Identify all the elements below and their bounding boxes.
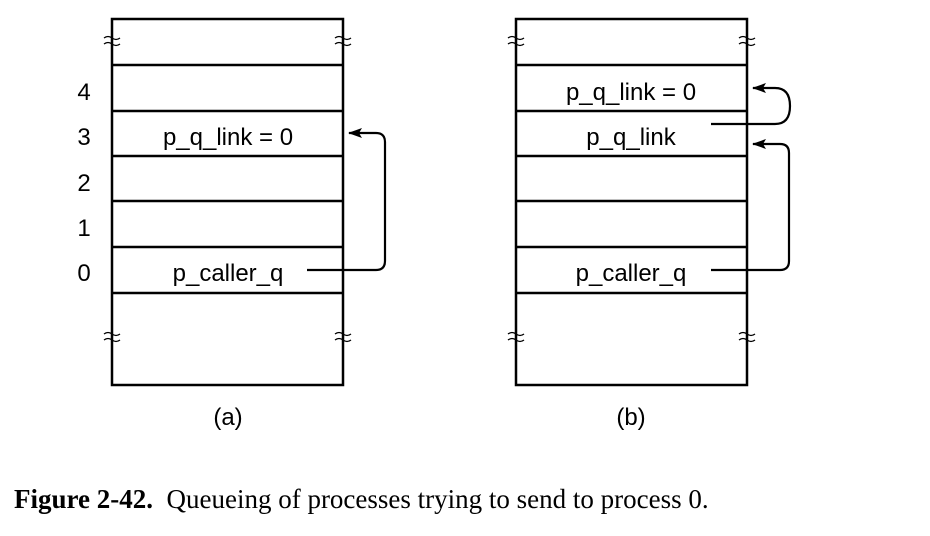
caption-text: Queueing of processes trying to send to … [166, 484, 709, 514]
panel-b-cell-row3: p_q_link [586, 124, 676, 151]
figure-number: Figure 2-42. [14, 484, 153, 514]
panel-b-link-arrow [711, 83, 792, 126]
row-number-3: 3 [77, 124, 90, 151]
row-number-4: 4 [77, 79, 90, 106]
panel-b-cell-row0: p_caller_q [576, 260, 687, 287]
panel-b: p_q_link = 0 p_q_link p_caller_q (b) [507, 17, 792, 431]
row-number-2: 2 [77, 170, 90, 197]
row-number-1: 1 [77, 215, 90, 242]
panel-a-label: (a) [213, 404, 242, 431]
row-number-0: 0 [77, 260, 90, 287]
panel-b-pointer-arrow [711, 139, 791, 272]
panel-a-cell-row0: p_caller_q [173, 260, 284, 287]
panel-a-cell-row3: p_q_link = 0 [163, 124, 293, 151]
panel-a: 4 3 2 1 0 p_q_link = 0 p_caller_q (a) [77, 17, 387, 431]
panel-b-cell-row4: p_q_link = 0 [566, 79, 696, 106]
panel-b-label: (b) [616, 404, 645, 431]
figure-caption: Figure 2-42. Queueing of processes tryin… [14, 484, 709, 515]
break-mark-icon [507, 35, 756, 343]
break-mark-icon [103, 35, 352, 343]
panel-a-pointer-arrow [307, 128, 387, 272]
